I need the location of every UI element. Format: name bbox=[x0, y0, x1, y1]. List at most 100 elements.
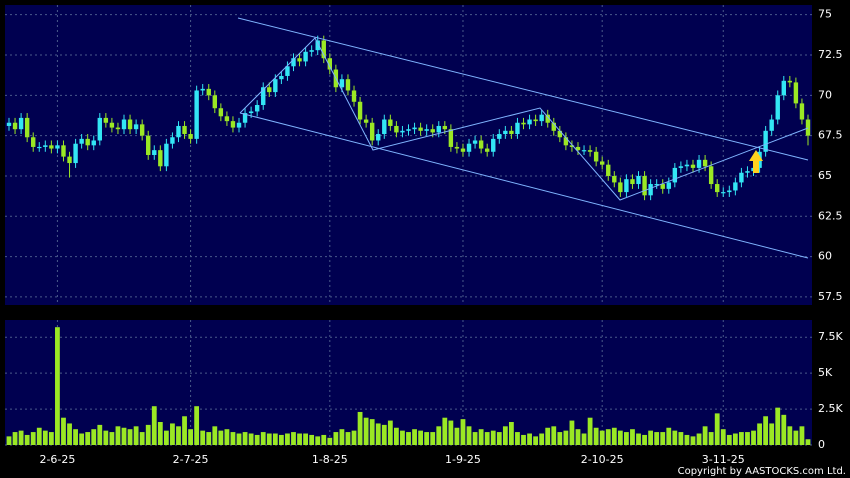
candle-body bbox=[67, 156, 72, 164]
volume-bar bbox=[636, 433, 641, 445]
volume-bar bbox=[672, 430, 678, 445]
candle-body bbox=[236, 122, 242, 128]
candle-body bbox=[388, 119, 393, 126]
volume-bar bbox=[194, 406, 200, 445]
volume-bar bbox=[702, 426, 708, 445]
candle-body bbox=[569, 145, 575, 147]
trendlines bbox=[237, 17, 809, 259]
volume-bar bbox=[436, 426, 442, 445]
volume-bar bbox=[170, 423, 175, 445]
volume-bar bbox=[85, 432, 91, 445]
volume-bar bbox=[593, 427, 599, 445]
candle-body bbox=[539, 114, 544, 122]
volume-bar bbox=[642, 434, 647, 445]
volume-bar bbox=[690, 436, 696, 445]
x-tick-label: 2-10-25 bbox=[581, 453, 624, 466]
volume-bar bbox=[714, 413, 720, 445]
candle-body bbox=[581, 150, 587, 152]
candle-body bbox=[448, 129, 454, 147]
volume-bar bbox=[188, 429, 193, 445]
volume-bar bbox=[133, 426, 139, 445]
candle-body bbox=[127, 119, 133, 130]
volume-bar bbox=[527, 433, 532, 445]
volume-bar bbox=[599, 430, 605, 445]
candle-body bbox=[37, 146, 42, 149]
volume-bar bbox=[206, 432, 212, 445]
candle-body bbox=[206, 88, 211, 96]
candle-body bbox=[624, 179, 629, 193]
candle-body bbox=[654, 184, 659, 186]
candle-body bbox=[61, 145, 66, 157]
candle-body bbox=[533, 119, 538, 122]
volume-bar bbox=[763, 416, 769, 445]
candle-body bbox=[509, 130, 514, 135]
volume-bar bbox=[478, 429, 484, 445]
candle-body bbox=[418, 127, 423, 131]
candle-body bbox=[79, 138, 84, 144]
volume-bar bbox=[157, 422, 163, 445]
candle-body bbox=[188, 134, 193, 139]
volume-bar bbox=[781, 414, 787, 445]
volume-bar bbox=[805, 439, 811, 445]
candle-body bbox=[363, 119, 369, 123]
candle-body bbox=[684, 164, 690, 167]
candle-body bbox=[103, 117, 109, 123]
y-tick-label: 72.5 bbox=[818, 48, 843, 61]
volume-bar bbox=[739, 432, 744, 445]
volume-bar bbox=[569, 420, 575, 445]
candle-body bbox=[267, 87, 272, 93]
candle-body bbox=[279, 75, 284, 80]
candle-body bbox=[660, 184, 665, 189]
candle-body bbox=[369, 122, 375, 141]
volume-bar bbox=[484, 432, 490, 445]
volume-bar bbox=[617, 430, 623, 445]
volume-bar bbox=[339, 429, 345, 445]
volume-bar bbox=[24, 434, 30, 445]
candle-body bbox=[708, 166, 714, 185]
volume-bar bbox=[109, 432, 115, 445]
volume-bar bbox=[648, 430, 654, 445]
volume-bar bbox=[509, 422, 514, 445]
volume-bar bbox=[91, 429, 97, 445]
volume-bar bbox=[321, 434, 327, 445]
volume-bar bbox=[575, 429, 581, 445]
candle-body bbox=[630, 179, 635, 185]
volume-bar bbox=[545, 427, 551, 445]
candle-body bbox=[303, 51, 308, 62]
volume-bar bbox=[424, 432, 430, 445]
channel-lower bbox=[239, 112, 809, 259]
candle-body bbox=[376, 134, 381, 141]
candle-body bbox=[599, 161, 605, 165]
volume-bar bbox=[242, 432, 248, 445]
candle-body bbox=[763, 130, 768, 152]
volume-bar bbox=[278, 434, 284, 445]
volume-bar bbox=[345, 432, 351, 445]
candle-body bbox=[164, 143, 169, 167]
volume-bar bbox=[127, 429, 133, 445]
candle-body bbox=[49, 145, 54, 149]
volume-bar bbox=[285, 433, 290, 445]
volume-bar bbox=[757, 423, 762, 445]
candle-body bbox=[497, 134, 502, 139]
volume-bar bbox=[515, 432, 520, 445]
y-tick-label: 62.5 bbox=[818, 209, 843, 222]
volume-bar bbox=[218, 430, 224, 445]
candle-body bbox=[400, 130, 405, 133]
volume-bar bbox=[6, 436, 12, 445]
candle-body bbox=[200, 88, 205, 91]
volume-bar bbox=[103, 430, 109, 445]
y-tick-label: 5K bbox=[818, 366, 833, 379]
volume-bar bbox=[327, 437, 333, 445]
volume-bar bbox=[412, 429, 417, 445]
volume-panel bbox=[5, 320, 812, 445]
volume-bar bbox=[381, 424, 387, 445]
volume-bar bbox=[182, 416, 187, 445]
candle-body bbox=[442, 125, 448, 130]
volume-bar bbox=[678, 432, 684, 445]
candle-body bbox=[642, 175, 647, 196]
volume-bar bbox=[799, 426, 805, 445]
volume-bar bbox=[630, 429, 635, 445]
candle-body bbox=[478, 140, 484, 149]
volume-bar bbox=[793, 430, 799, 445]
candle-body bbox=[55, 145, 60, 149]
